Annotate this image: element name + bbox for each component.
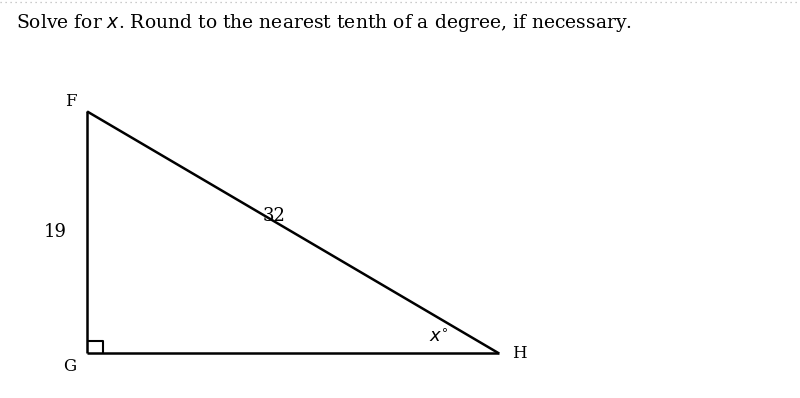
Text: $x^{\circ}$: $x^{\circ}$ (429, 328, 449, 346)
Text: H: H (512, 345, 527, 362)
Text: 32: 32 (262, 207, 286, 225)
Text: 19: 19 (44, 223, 67, 242)
Text: F: F (66, 93, 77, 110)
Text: G: G (63, 358, 76, 375)
Text: Solve for $x$. Round to the nearest tenth of a degree, if necessary.: Solve for $x$. Round to the nearest tent… (16, 12, 632, 34)
